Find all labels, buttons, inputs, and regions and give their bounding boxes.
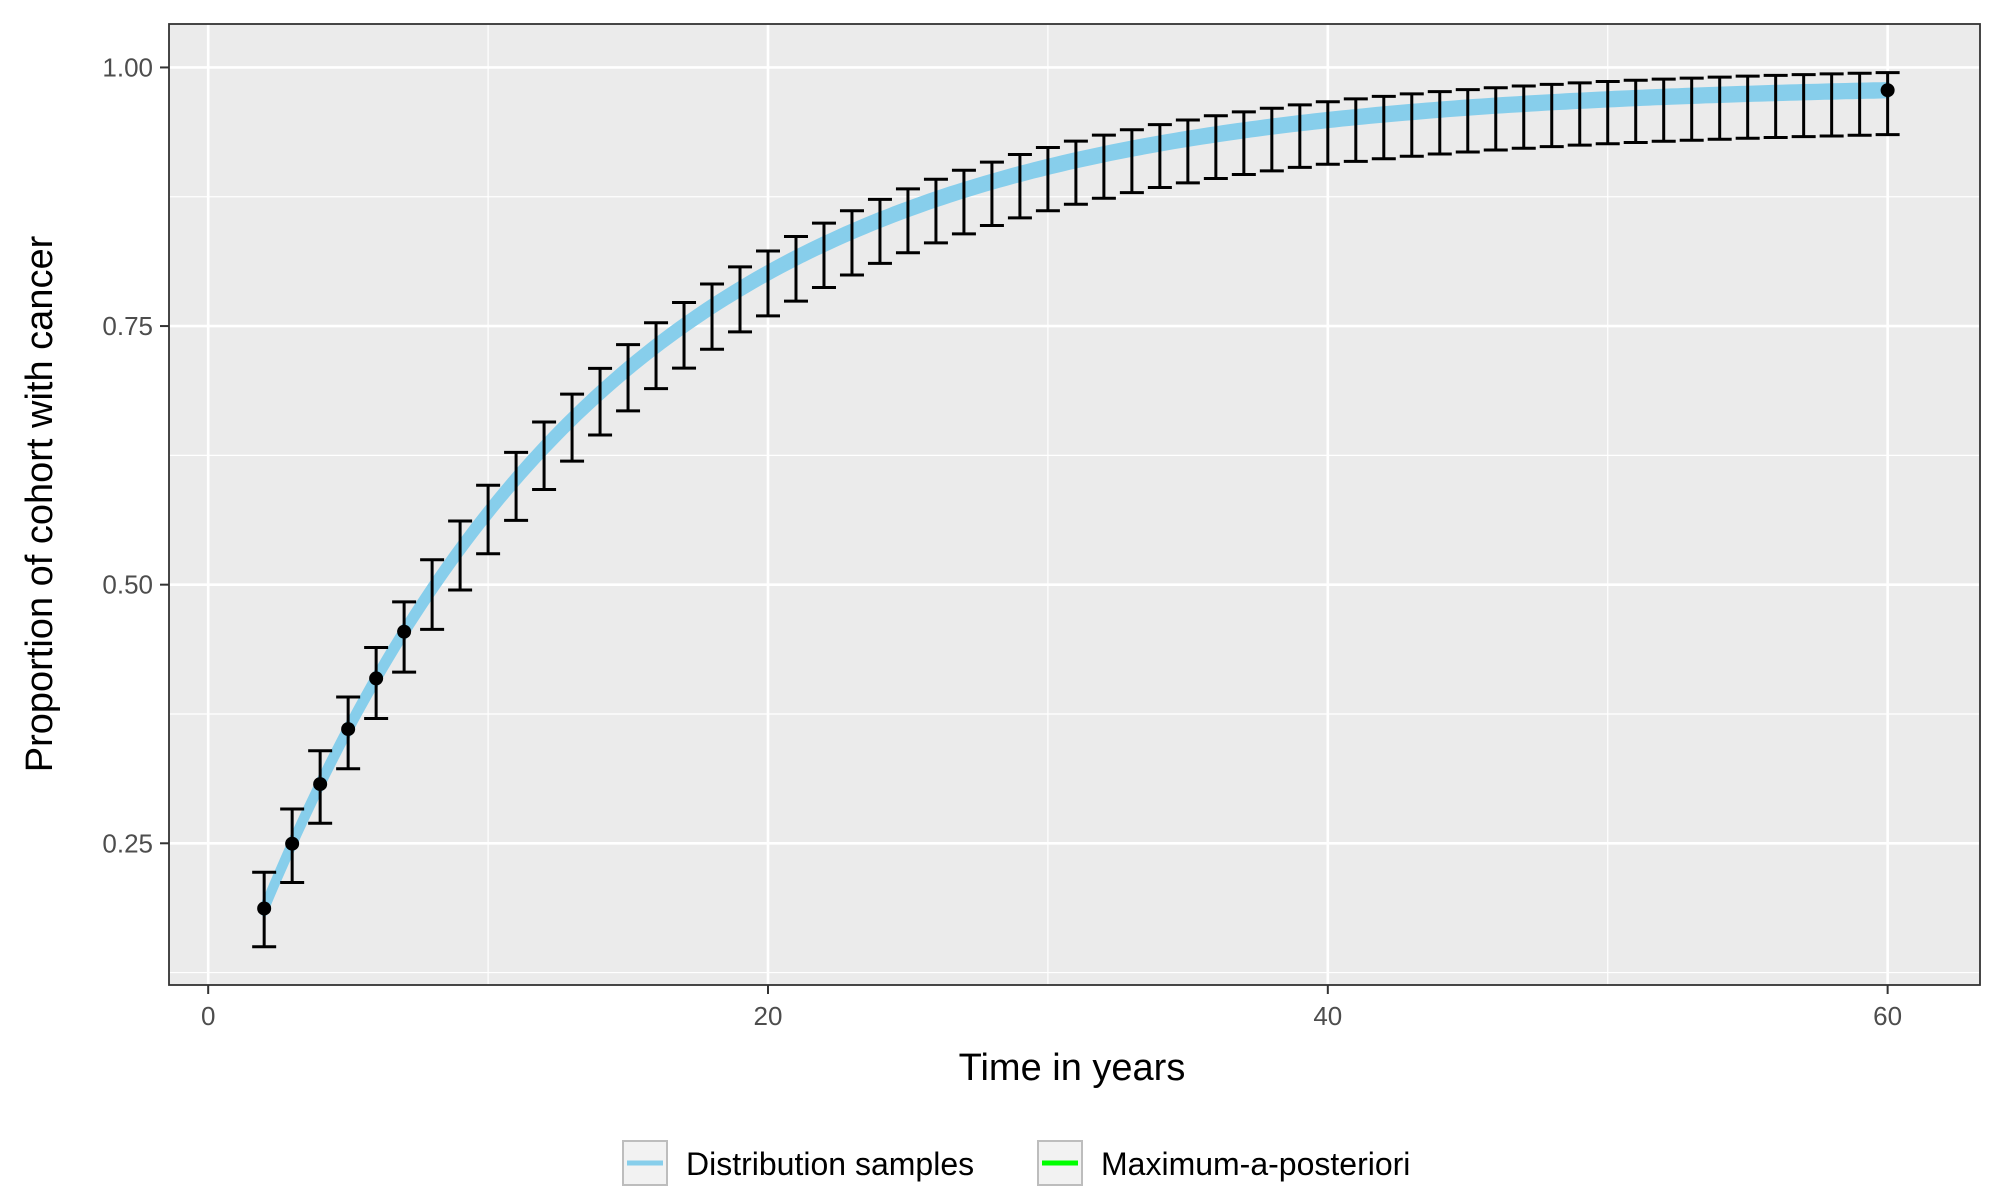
error-bar [1595, 80, 1620, 146]
error-bar [1035, 146, 1060, 213]
error-bar [1567, 81, 1592, 147]
error-bar [1063, 139, 1088, 206]
x-tick-label: 60 [1873, 1001, 1902, 1031]
error-bar [756, 249, 781, 318]
error-bar [1231, 110, 1256, 177]
x-tick-label: 0 [201, 1001, 215, 1031]
error-bar [672, 301, 697, 370]
error-bar [1399, 92, 1424, 158]
legend: Distribution samples Maximum-a-posterior… [622, 1140, 1410, 1186]
x-tick-label: 40 [1313, 1001, 1342, 1031]
error-bar [1763, 73, 1788, 139]
error-bar [1343, 97, 1368, 163]
error-bar [1819, 72, 1844, 138]
observed-point [397, 624, 412, 639]
legend-item-distribution-samples: Distribution samples [622, 1140, 974, 1186]
error-bar [1203, 114, 1228, 181]
error-bar [616, 343, 641, 413]
observed-point [369, 671, 384, 686]
error-bar [1119, 128, 1144, 195]
error-bar [979, 160, 1004, 228]
error-bar [1427, 90, 1452, 156]
error-bar [476, 483, 501, 556]
error-bar [1287, 103, 1312, 169]
error-bar [1735, 74, 1760, 140]
legend-item-maximum-a-posteriori: Maximum-a-posteriori [1037, 1140, 1410, 1186]
observed-point [285, 836, 300, 851]
error-bar [504, 450, 529, 522]
legend-label-maximum-a-posteriori: Maximum-a-posteriori [1101, 1146, 1410, 1182]
error-bar [1623, 78, 1648, 144]
error-bar [1315, 100, 1340, 166]
x-axis-title: Time in years [959, 1047, 1186, 1089]
error-bar [448, 519, 473, 592]
error-bar [420, 558, 445, 631]
observed-point [257, 901, 272, 916]
error-bar [1483, 86, 1508, 152]
observed-point [341, 722, 356, 737]
error-bar [1371, 94, 1396, 161]
y-tick-label: 0.50 [102, 570, 153, 600]
y-tick-label: 0.75 [102, 311, 153, 341]
error-bar [783, 235, 808, 303]
error-bar [1147, 123, 1172, 190]
y-axis-title: Proportion of cohort with cancer [19, 235, 61, 772]
error-bar [1707, 75, 1732, 141]
error-bar [951, 168, 976, 236]
error-bar [811, 221, 836, 290]
error-bar [1875, 71, 1900, 137]
error-bar [1259, 106, 1284, 173]
legend-label-distribution-samples: Distribution samples [686, 1146, 974, 1182]
observed-point [1880, 83, 1895, 98]
observed-point [313, 777, 328, 792]
error-bar [1539, 82, 1564, 149]
error-bar [1007, 153, 1032, 220]
error-bar [1511, 84, 1536, 150]
error-bar [1847, 71, 1872, 137]
error-bar [532, 420, 557, 492]
error-bar [1651, 77, 1676, 143]
y-tick-label: 0.25 [102, 828, 153, 858]
error-bar [923, 177, 948, 245]
error-bar [588, 366, 613, 437]
grid [169, 24, 1980, 985]
plot-border [168, 23, 1981, 986]
error-bar [1455, 88, 1480, 154]
x-tick-label: 20 [754, 1001, 783, 1031]
error-bar [1175, 118, 1200, 185]
error-bar [644, 321, 669, 391]
axes: 0 20 40 60 0.25 0.50 0.75 1.00 [102, 52, 1902, 1031]
y-tick-label: 1.00 [102, 52, 153, 82]
error-bar [895, 187, 920, 255]
error-bar [700, 282, 725, 351]
error-bar [867, 197, 892, 265]
error-bars [252, 71, 1900, 949]
error-bar [1791, 73, 1816, 139]
error-bar [560, 392, 585, 463]
observed-points [257, 83, 1895, 916]
error-bar [1679, 76, 1704, 142]
error-bar [839, 209, 864, 277]
error-bar [728, 265, 753, 334]
error-bar [1091, 133, 1116, 200]
